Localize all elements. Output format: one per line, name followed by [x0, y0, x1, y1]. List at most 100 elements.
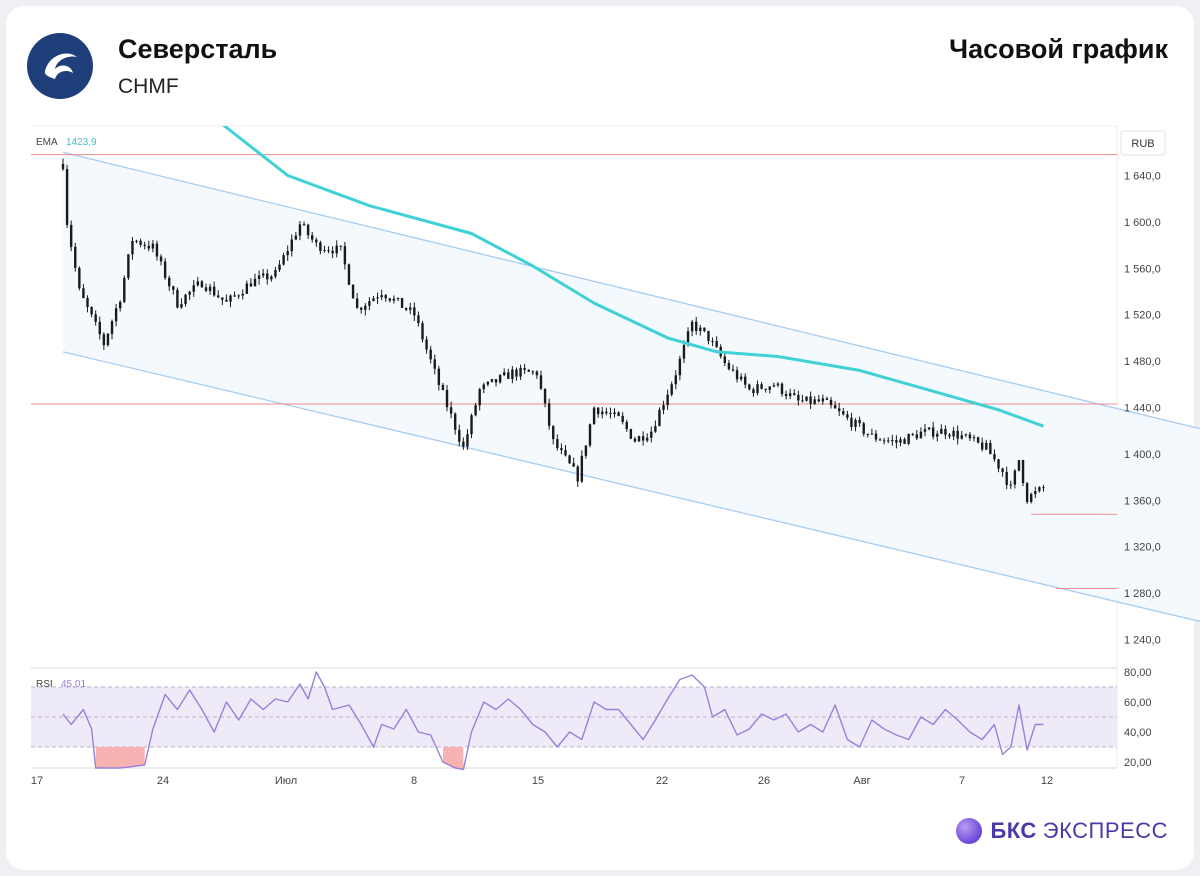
candle-body	[278, 264, 281, 271]
candle-body	[564, 450, 567, 456]
candle-body	[253, 278, 257, 287]
candle-body	[192, 285, 195, 292]
candle-body	[650, 431, 653, 438]
candle-body	[90, 306, 93, 315]
candle-body	[878, 439, 882, 441]
y-tick-label: 1 600,0	[1124, 217, 1161, 229]
candle-body	[200, 281, 204, 288]
candle-body	[805, 396, 808, 401]
candle-body	[413, 307, 416, 316]
candle-body	[1030, 494, 1033, 502]
bks-express-brand: БКС ЭКСПРЕСС	[956, 818, 1168, 844]
candle-body	[466, 434, 469, 447]
candle-body	[931, 427, 935, 437]
candle-body	[1021, 460, 1025, 484]
candle-body	[172, 286, 175, 290]
y-tick-label: 1 440,0	[1124, 403, 1161, 415]
candle-body	[233, 295, 236, 297]
currency-box[interactable]	[1120, 130, 1166, 156]
candle-body	[993, 454, 996, 460]
candle-body	[911, 434, 914, 436]
candle-body	[184, 294, 187, 305]
candle-body	[1034, 491, 1037, 495]
candle-body	[1005, 471, 1008, 486]
candle-body	[621, 415, 624, 422]
candle-body	[188, 291, 191, 295]
candle-body	[511, 369, 514, 379]
candle-body	[478, 389, 481, 406]
candle-body	[776, 383, 780, 386]
candle-body	[952, 430, 955, 437]
candle-body	[1013, 470, 1017, 485]
x-tick-label: Июл	[275, 775, 297, 787]
candle-body	[110, 321, 114, 334]
candle-body	[744, 376, 747, 385]
candle-body	[425, 339, 428, 350]
ticker-symbol: CHMF	[118, 75, 179, 98]
candle-body	[82, 288, 85, 299]
rsi-tick-label: 60,00	[1124, 697, 1152, 709]
candle-body	[421, 323, 424, 340]
candle-body	[531, 371, 535, 373]
rsi-oversold-area	[442, 747, 464, 770]
candle-body	[143, 244, 146, 246]
candle-body	[580, 455, 584, 482]
company-name: Северсталь	[118, 34, 278, 64]
candle-body	[429, 349, 432, 360]
candle-body	[1017, 460, 1021, 471]
candle-body	[257, 275, 261, 279]
candle-body	[793, 393, 796, 395]
candle-body	[118, 301, 122, 309]
candle-body	[409, 307, 412, 310]
candle-body	[764, 388, 767, 390]
candle-body	[376, 297, 379, 299]
candle-body	[527, 369, 530, 372]
candle-body	[474, 405, 477, 416]
candle-body	[813, 399, 816, 404]
candle-body	[78, 267, 81, 289]
candle-body	[445, 389, 449, 408]
x-tick-label: 7	[959, 775, 965, 787]
candle-body	[556, 439, 559, 449]
candle-body	[433, 359, 436, 369]
candle-body	[319, 242, 322, 252]
candle-body	[98, 321, 101, 335]
candle-body	[543, 388, 547, 404]
candle-body	[335, 245, 338, 254]
rsi-value: 45,01	[61, 679, 86, 690]
candle-body	[817, 399, 820, 402]
candle-body	[968, 434, 972, 439]
ema-line	[222, 126, 1045, 428]
candle-body	[306, 224, 310, 236]
candle-body	[225, 299, 228, 302]
candle-body	[989, 442, 992, 455]
x-tick-label: 12	[1041, 775, 1053, 787]
candle-body	[788, 393, 792, 397]
candle-body	[838, 408, 841, 412]
candle-body	[515, 369, 518, 377]
rsi-tick-label: 40,00	[1124, 727, 1152, 739]
x-tick-label: 24	[157, 775, 169, 787]
candle-body	[274, 270, 277, 277]
candle-body	[139, 240, 142, 245]
candle-body	[270, 276, 273, 280]
candle-body	[695, 321, 698, 331]
candle-body	[221, 297, 224, 300]
candle-body	[311, 235, 314, 240]
candle-body	[552, 425, 555, 440]
candle-body	[261, 273, 265, 276]
candle-body	[980, 442, 984, 450]
candle-body	[61, 163, 65, 170]
candle-body	[735, 370, 739, 380]
candle-body	[768, 386, 771, 390]
candle-body	[168, 277, 171, 287]
candle-body	[866, 433, 869, 435]
candle-body	[572, 463, 575, 467]
candle-body	[388, 298, 392, 301]
candle-body	[339, 245, 342, 247]
candle-body	[65, 169, 69, 225]
candle-body	[887, 440, 890, 442]
candle-body	[678, 358, 682, 376]
candle-body	[662, 405, 665, 410]
